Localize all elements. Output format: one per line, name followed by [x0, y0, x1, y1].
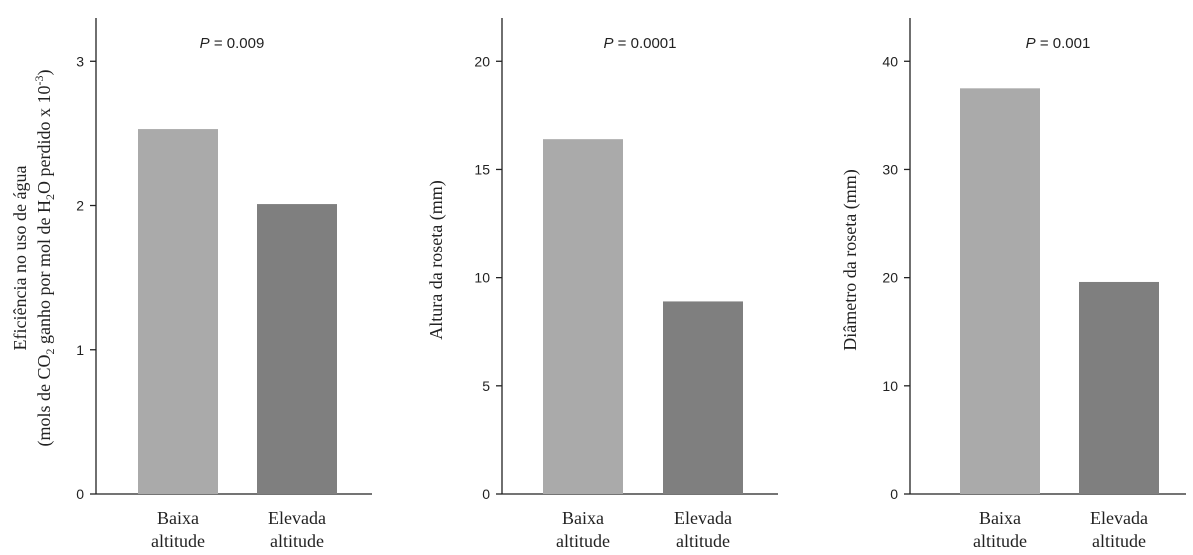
- y-tick-label: 2: [76, 198, 84, 214]
- x-category-label: Baixa: [979, 508, 1021, 528]
- y-tick-label: 1: [76, 342, 84, 358]
- y-axis-label-part: 2: [43, 348, 57, 354]
- p-value-annotation: P = 0.0001: [604, 35, 677, 52]
- bar-elevada-altitude: [663, 301, 743, 494]
- x-category-label: Baixa: [157, 508, 199, 528]
- y-axis-label-part: ganho por mol de H: [34, 200, 54, 348]
- chart-panel-1: 0 1 2 3 Baixa altitude Elevada altitude P = 0.00…: [10, 18, 372, 551]
- chart-panel-2: 0 5 10 15 20 Baixa altitude Elevada altitude P = …: [426, 18, 778, 551]
- y-axis-label-line1: Eficiência no uso de água: [10, 166, 30, 351]
- p-value-annotation: P = 0.009: [200, 35, 265, 52]
- x-category-label: altitude: [556, 531, 610, 551]
- y-axis-label-part: 2: [43, 194, 57, 200]
- y-tick-label: 10: [474, 270, 490, 286]
- y-axis-label: Diâmetro da roseta (mm): [840, 169, 861, 350]
- bar-baixa-altitude: [960, 88, 1040, 495]
- y-tick-label: 0: [890, 486, 898, 502]
- bar-elevada-altitude: [257, 204, 337, 494]
- x-category-label: altitude: [151, 531, 205, 551]
- y-axis-label-part: -3: [32, 76, 46, 86]
- y-tick-label: 20: [882, 270, 898, 286]
- y-axis-label-part: (mols de CO: [34, 354, 55, 446]
- y-tick-label: 0: [482, 486, 490, 502]
- x-category-label: Elevada: [268, 508, 326, 528]
- chart-panel-3: 0 10 20 30 40 Baixa altitude Elevada altitude P =…: [840, 18, 1186, 551]
- y-axis-label-line2: (mols de CO2 ganho por mol de H2O perdid…: [32, 70, 57, 447]
- x-category-label: altitude: [1092, 531, 1146, 551]
- x-category-label: altitude: [973, 531, 1027, 551]
- y-tick-label: 3: [76, 53, 84, 69]
- y-tick-label: 15: [474, 161, 490, 177]
- y-tick-label: 0: [76, 486, 84, 502]
- x-category-label: Elevada: [1090, 508, 1148, 528]
- x-category-label: Baixa: [562, 508, 604, 528]
- p-value-text: = 0.001: [1036, 35, 1091, 52]
- x-category-label: Elevada: [674, 508, 732, 528]
- p-value-var: P: [1026, 35, 1036, 52]
- x-category-label: altitude: [676, 531, 730, 551]
- y-tick-label: 5: [482, 378, 490, 394]
- y-axis-label-part: ): [34, 70, 55, 76]
- bar-baixa-altitude: [138, 129, 218, 495]
- y-tick-label: 40: [882, 53, 898, 69]
- p-value-annotation: P = 0.001: [1026, 35, 1091, 52]
- bar-elevada-altitude: [1079, 281, 1159, 494]
- p-value-var: P: [604, 35, 614, 52]
- p-value-var: P: [200, 35, 210, 52]
- p-value-text: = 0.0001: [614, 35, 677, 52]
- p-value-text: = 0.009: [210, 35, 265, 52]
- bar-baixa-altitude: [543, 139, 623, 494]
- y-axis-label-part: O perdido x 10: [34, 86, 54, 194]
- y-tick-label: 20: [474, 53, 490, 69]
- y-tick-label: 10: [882, 378, 898, 394]
- y-axis-label: Altura da roseta (mm): [426, 180, 447, 339]
- y-tick-label: 30: [882, 161, 898, 177]
- x-category-label: altitude: [270, 531, 324, 551]
